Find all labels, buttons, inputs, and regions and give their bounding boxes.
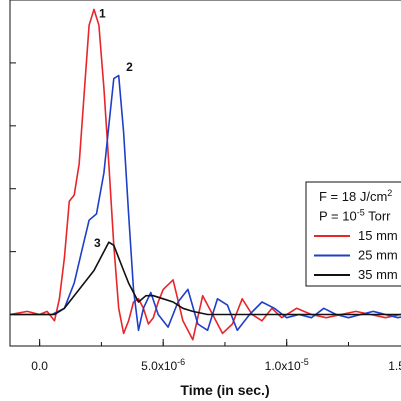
peak-labels: 1 2 3 <box>94 6 133 250</box>
series-line-3 <box>10 241 401 316</box>
series-line-1 <box>9 8 401 341</box>
x-axis-label: Time (in sec.) <box>180 382 269 398</box>
x-tick-label: 5.0x10-6 <box>141 357 185 373</box>
legend-entry-2: 25 mm <box>358 248 398 263</box>
peak-label-1: 1 <box>99 6 106 20</box>
series-layer <box>9 8 401 341</box>
x-tick-label: 1.0x10-5 <box>265 357 309 373</box>
x-tick-label: 0.0 <box>31 359 48 373</box>
legend-box <box>305 181 401 287</box>
legend-entry-1: 15 mm <box>358 228 398 243</box>
legend-fluence: F = 18 J/cm2 <box>319 188 392 204</box>
peak-label-3: 3 <box>94 236 101 250</box>
peak-label-2: 2 <box>126 60 133 74</box>
plot-frame <box>9 0 401 347</box>
legend: F = 18 J/cm2 P = 10-5 Torr 15 mm 25 mm 35 mm <box>305 181 401 287</box>
legend-entry-3: 35 mm <box>358 267 398 282</box>
y-axis-ticks <box>10 0 16 316</box>
x-axis-ticks: 0.0 5.0x10-6 1.0x10-5 1.5x10-5 <box>31 339 401 373</box>
x-tick-label: 1.5x10-5 <box>388 357 401 373</box>
legend-pressure: P = 10-5 Torr <box>319 208 391 224</box>
